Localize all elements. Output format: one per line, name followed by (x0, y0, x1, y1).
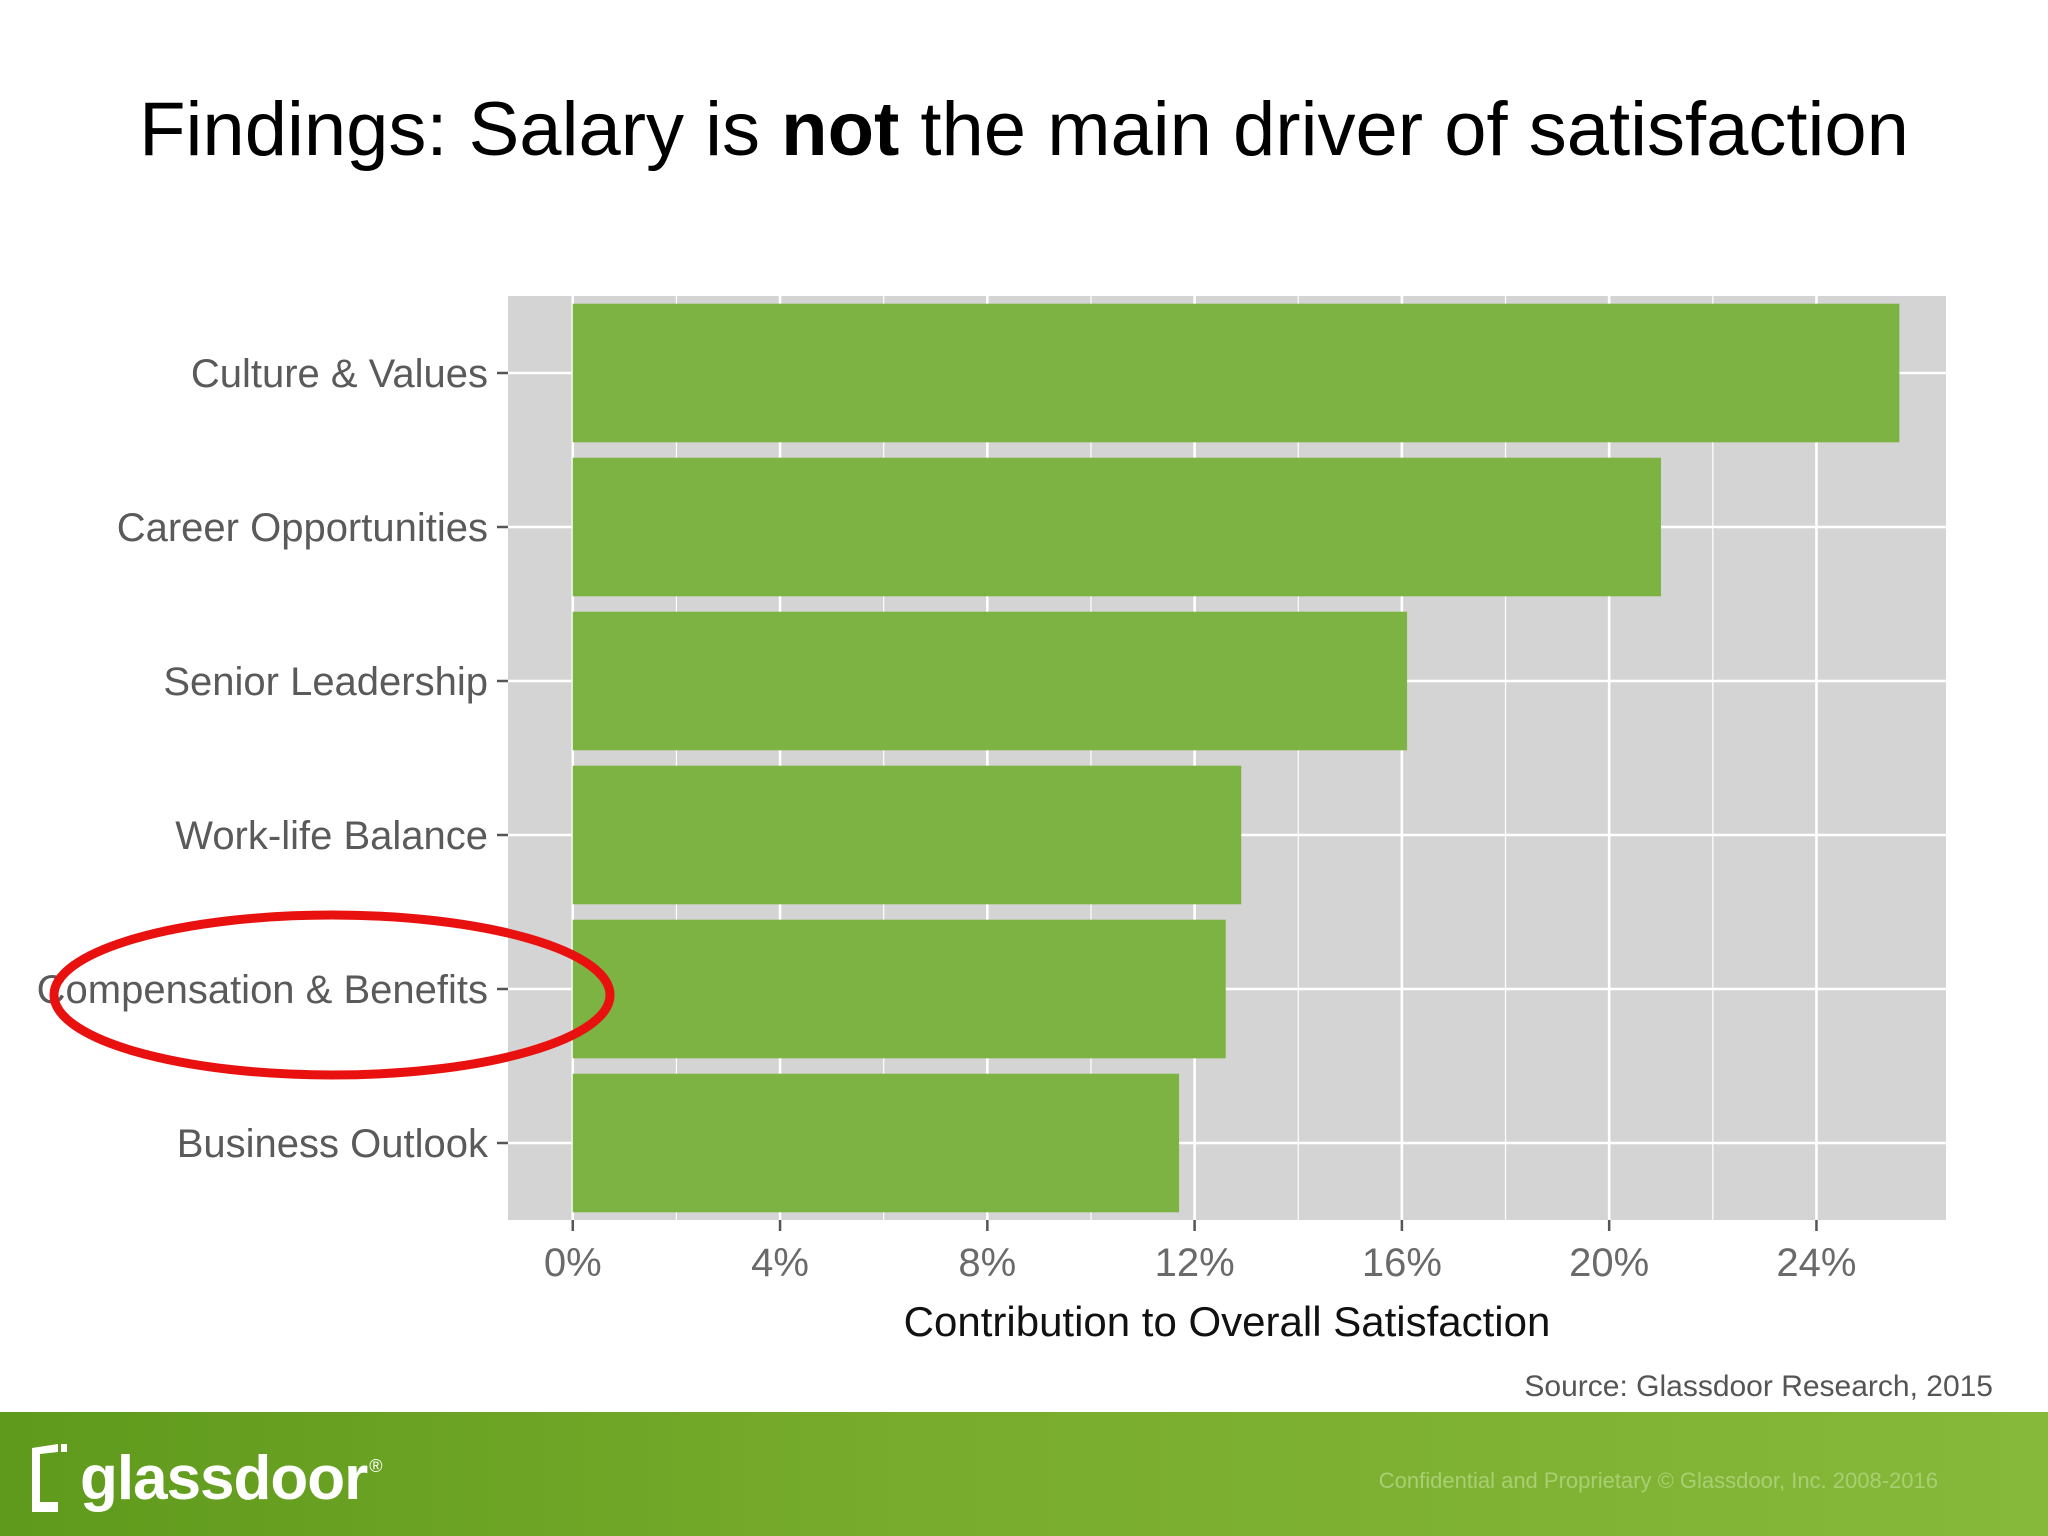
bar (572, 919, 1226, 1059)
source-note: Source: Glassdoor Research, 2015 (1524, 1370, 1993, 1403)
x-tick-label: 12% (1155, 1241, 1235, 1285)
slide-title: Findings: Salary is not the main driver … (0, 86, 2048, 173)
bar (572, 1073, 1180, 1213)
footer-bar: glassdoor ® Confidential and Proprietary… (0, 1412, 2048, 1536)
bar (572, 303, 1900, 443)
title-emphasis: not (781, 87, 900, 172)
bar-chart: Culture & Values Career Opportunities Seni… (37, 296, 1946, 1345)
x-tick-label: 0% (544, 1241, 602, 1285)
bars (572, 303, 1900, 1213)
highlight-ellipse (49, 910, 615, 1080)
y-tick-label: Senior Leadership (163, 660, 488, 704)
x-tick-label: 20% (1569, 1241, 1649, 1285)
y-tick-label: Business Outlook (177, 1122, 489, 1166)
glassdoor-logo: glassdoor ® (28, 1442, 383, 1514)
y-tick-label: Work-life Balance (175, 814, 488, 858)
title-suffix: the main driver of satisfaction (899, 87, 1909, 172)
bar (572, 765, 1242, 905)
bar (572, 611, 1408, 751)
x-tick-label: 8% (958, 1241, 1016, 1285)
x-axis-title: Contribution to Overall Satisfaction (904, 1298, 1551, 1345)
plot-panel (508, 296, 1946, 1220)
x-axis: 0% 4% 8% 12% 16% 20% 24% (544, 1220, 1856, 1285)
x-tick-label: 4% (751, 1241, 809, 1285)
y-tick-label: Culture & Values (191, 352, 488, 396)
logo-wordmark: glassdoor (80, 1443, 368, 1513)
x-tick-label: 24% (1776, 1241, 1856, 1285)
bar (572, 457, 1661, 597)
y-axis: Culture & Values Career Opportunities Seni… (37, 352, 508, 1166)
y-tick-label: Compensation & Benefits (37, 968, 488, 1012)
confidential-notice: Confidential and Proprietary © Glassdoor… (1378, 1468, 1938, 1493)
y-tick-label: Career Opportunities (117, 506, 488, 550)
title-prefix: Findings: Salary is (139, 87, 782, 172)
registered-mark: ® (369, 1456, 383, 1476)
x-tick-label: 16% (1362, 1241, 1442, 1285)
glassdoor-door-icon (32, 1444, 67, 1512)
